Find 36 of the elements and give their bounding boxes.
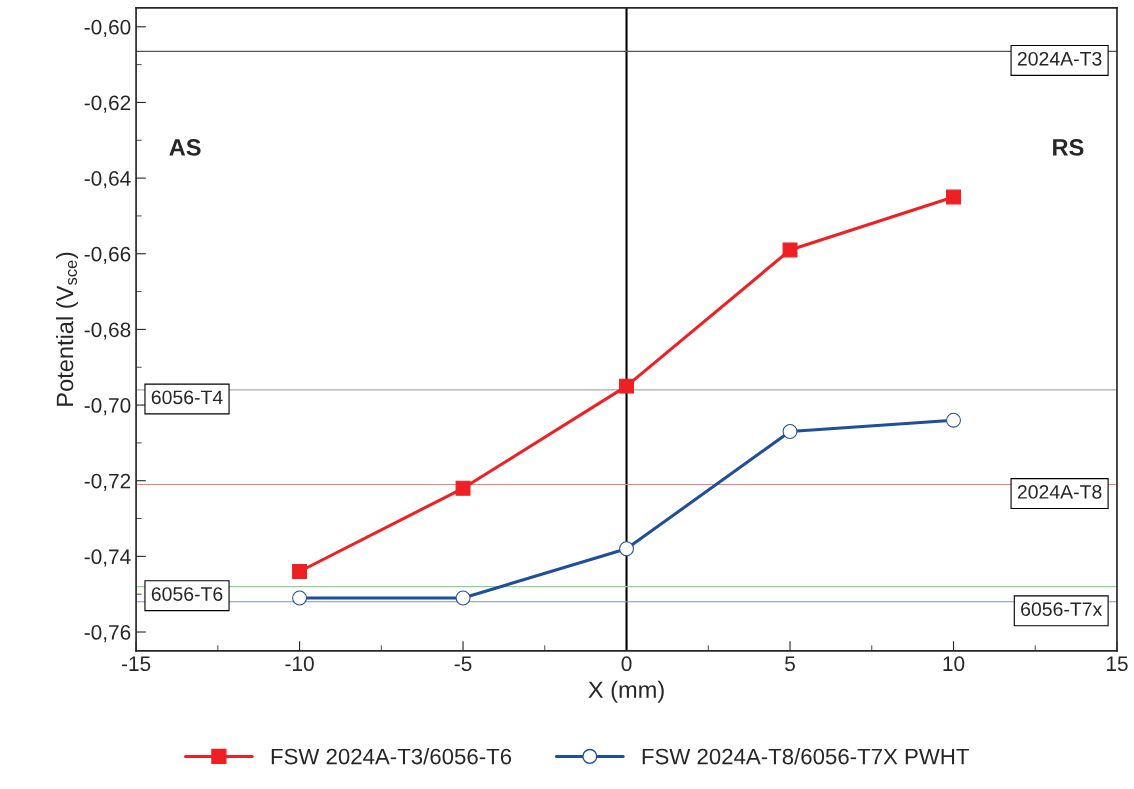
point <box>946 189 961 205</box>
point <box>292 564 308 579</box>
x-tick-label: 10 <box>943 656 965 672</box>
y-tick-label: -0,62 <box>84 95 131 113</box>
legend-label: FSW 2024A-T3/6056-T6 <box>271 748 512 765</box>
x-tick-label: -5 <box>454 656 472 672</box>
y-tick-label: -0,64 <box>84 171 131 189</box>
point <box>782 424 798 439</box>
y-axis-title: Potential (V$_{sce}$) <box>55 252 78 406</box>
x-tick-label: 15 <box>1106 656 1128 672</box>
ref-line-label: 2024A-T8 <box>1017 485 1102 499</box>
point <box>946 412 961 428</box>
ref-line-label: 6056-T4 <box>151 390 223 405</box>
point <box>619 541 634 557</box>
y-tick-label: -0,72 <box>84 473 131 491</box>
x-axis-title: X (mm) <box>588 680 664 703</box>
x-tick-label: -15 <box>121 656 151 672</box>
point <box>619 378 634 394</box>
ref-line-label: 6056-T7x <box>1021 602 1103 617</box>
legend-label: FSW 2024A-T8/6056-T7X PWHT <box>642 748 969 765</box>
y-tick-label: -0,66 <box>84 246 131 264</box>
x-tick-label: -10 <box>285 656 314 672</box>
annotation: RS <box>1053 138 1084 156</box>
y-tick-label: -0,74 <box>84 549 131 567</box>
ref-line-label: 2024A-T3 <box>1017 51 1102 66</box>
point <box>455 590 471 606</box>
point <box>455 480 471 496</box>
ref-line-label: 6056-T6 <box>151 587 223 601</box>
y-tick-label: -0,68 <box>84 322 131 340</box>
y-tick-label: -0,60 <box>84 19 131 38</box>
y-tick-label: -0,70 <box>84 398 131 416</box>
point <box>292 590 308 606</box>
x-tick-label: 0 <box>621 656 632 672</box>
y-tick-label: -0,76 <box>84 625 131 643</box>
x-tick-label: 5 <box>785 656 795 672</box>
annotation: AS <box>169 138 201 156</box>
